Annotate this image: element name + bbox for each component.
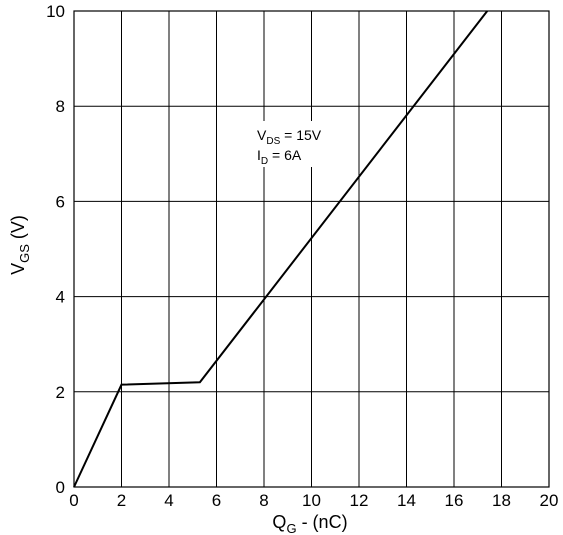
y-axis-label: VGS (V) xyxy=(8,215,32,275)
y-tick-label-8: 8 xyxy=(56,97,65,116)
x-tick-label-6: 6 xyxy=(212,491,221,510)
x-tick-label-2: 2 xyxy=(117,491,126,510)
vgs-curve xyxy=(73,10,489,488)
annotation-background xyxy=(248,121,324,167)
x-tick-label-8: 8 xyxy=(259,491,268,510)
y-tick-label-10: 10 xyxy=(46,2,65,21)
x-tick-label-12: 12 xyxy=(350,491,369,510)
annotation-vds: VDS = 15V xyxy=(257,127,322,147)
x-tick-label-14: 14 xyxy=(397,491,416,510)
annotation-id: ID = 6A xyxy=(257,147,302,167)
x-tick-label-16: 16 xyxy=(445,491,464,510)
x-tick-label-10: 10 xyxy=(302,491,321,510)
x-tick-label-4: 4 xyxy=(164,491,173,510)
x-tick-label-18: 18 xyxy=(492,491,511,510)
x-tick-label-0: 0 xyxy=(69,491,78,510)
x-tick-labels: 0 2 4 6 8 10 12 14 16 18 20 xyxy=(69,491,558,510)
plot-frame xyxy=(73,10,550,488)
x-tick-label-20: 20 xyxy=(540,491,559,510)
x-axis-label: QG - (nC) xyxy=(272,512,347,535)
y-tick-label-0: 0 xyxy=(56,478,65,497)
y-tick-label-2: 2 xyxy=(56,383,65,402)
grid-lines xyxy=(73,10,550,488)
y-tick-labels: 0 2 4 6 8 10 xyxy=(46,2,65,497)
y-tick-label-4: 4 xyxy=(56,288,65,307)
annotation: VDS = 15V ID = 6A xyxy=(248,121,324,167)
y-tick-label-6: 6 xyxy=(56,192,65,211)
